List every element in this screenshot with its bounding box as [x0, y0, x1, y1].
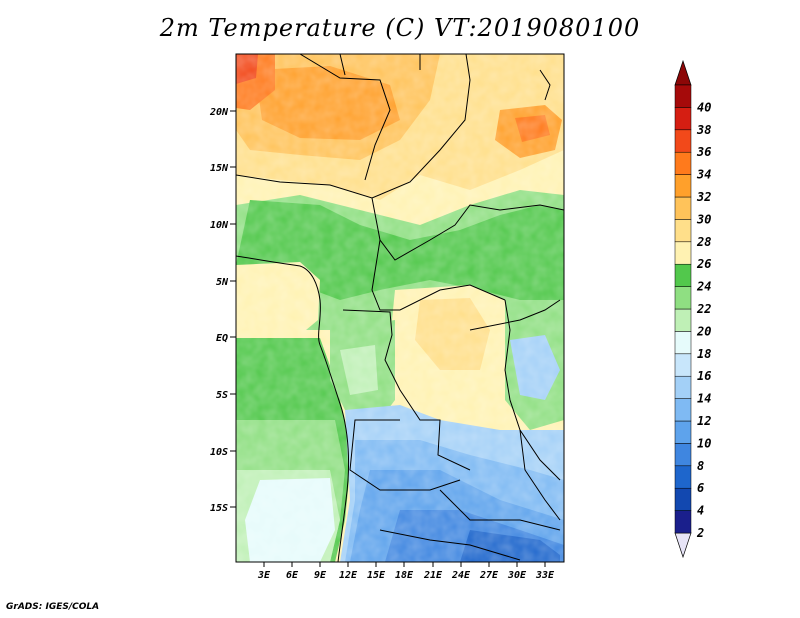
colorbar-label: 24	[696, 280, 711, 294]
map-title: 2m Temperature (C) VT:2019080100	[159, 14, 641, 42]
colorbar-label: 10	[697, 436, 711, 450]
lat-label-5S: 5S	[216, 390, 228, 401]
colorbar-swatch	[674, 151, 692, 175]
colorbar-label: 32	[696, 190, 711, 204]
temperature-field	[236, 54, 564, 562]
colorbar-over-arrow	[674, 59, 692, 86]
colorbar-label: 16	[697, 369, 711, 383]
colorbar-swatch	[674, 263, 692, 287]
lon-label-12E: 12E	[339, 570, 358, 581]
lat-label-10N: 10N	[210, 220, 229, 231]
colorbar-label: 2	[696, 526, 704, 540]
colorbar-label: 4	[697, 504, 704, 518]
colorbar-swatch	[674, 196, 692, 220]
colorbar-swatch	[674, 174, 692, 198]
colorbar-label: 20	[696, 324, 711, 338]
colorbar-label: 26	[696, 257, 711, 271]
colorbar-label: 18	[697, 347, 711, 361]
lon-label-30E: 30E	[507, 570, 527, 581]
colorbar-label: 40	[697, 100, 711, 114]
country-borders	[236, 54, 564, 562]
colorbar-label: 22	[696, 302, 711, 316]
colorbar-swatch	[674, 308, 692, 332]
colorbar-swatch	[674, 398, 692, 422]
colorbar-under-arrow	[674, 532, 692, 559]
lon-label-27E: 27E	[479, 570, 499, 581]
lon-label-21E: 21E	[423, 570, 443, 581]
colorbar-label: 30	[696, 212, 711, 226]
colorbar-swatch	[674, 375, 692, 399]
colorbar-swatch	[674, 487, 692, 511]
lon-label-9E: 9E	[314, 570, 327, 581]
colorbar-swatch	[674, 219, 692, 243]
map-frame	[235, 53, 565, 563]
lon-label-3E: 3E	[257, 570, 271, 581]
colorbar-swatch	[674, 331, 692, 355]
lat-label-15N: 15N	[210, 163, 229, 174]
colorbar-swatch	[674, 107, 692, 131]
colorbar-swatch	[674, 420, 692, 444]
lon-label-24E: 24E	[451, 570, 471, 581]
lat-label-20N: 20N	[209, 107, 229, 118]
lat-label-EQ: EQ	[216, 333, 228, 344]
colorbar-swatch	[674, 241, 692, 265]
lon-label-33E: 33E	[535, 570, 555, 581]
colorbar-label: 14	[697, 392, 711, 406]
longitude-axis: 3E 6E 9E 12E 15E 18E 21E 24E 27E 30E 33E	[257, 562, 555, 581]
latitude-axis: 20N 15N 10N 5N EQ 5S 10S 15S	[209, 107, 236, 514]
grads-credit: GrADS: IGES/COLA	[6, 602, 100, 612]
colorbar-label: 38	[696, 123, 711, 137]
colorbar-swatch	[674, 84, 692, 108]
colorbar-label: 8	[697, 459, 704, 473]
colorbar-label: 12	[697, 414, 711, 428]
colorbar-label: 34	[696, 168, 711, 182]
colorbar-swatch	[674, 443, 692, 467]
lat-label-15S: 15S	[210, 503, 228, 514]
colorbar-swatch	[674, 353, 692, 377]
colorbar-swatch	[674, 129, 692, 153]
lat-label-5N: 5N	[216, 277, 229, 288]
colorbar-swatch	[674, 510, 692, 534]
lat-label-10S: 10S	[210, 447, 228, 458]
lon-label-15E: 15E	[367, 570, 386, 581]
colorbar-label: 6	[697, 481, 704, 495]
colorbar-label: 28	[696, 235, 711, 249]
colorbar-label: 36	[696, 145, 711, 159]
lon-label-6E: 6E	[286, 570, 299, 581]
colorbar-swatch	[674, 286, 692, 310]
colorbar-swatch	[674, 465, 692, 489]
lon-label-18E: 18E	[395, 570, 414, 581]
